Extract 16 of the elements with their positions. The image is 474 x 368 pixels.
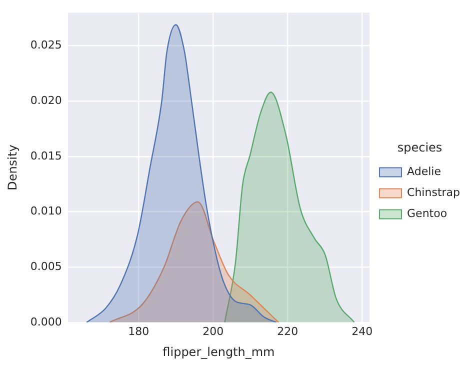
y-tick-label: 0.005 bbox=[30, 260, 62, 273]
y-axis-title: Density bbox=[5, 144, 20, 190]
legend-label: Chinstrap bbox=[407, 186, 460, 200]
x-tick-label: 240 bbox=[352, 324, 373, 338]
x-tick-label: 220 bbox=[277, 324, 298, 338]
y-tick-label: 0.015 bbox=[30, 149, 62, 162]
x-axis-title: flipper_length_mm bbox=[162, 344, 275, 359]
y-tick-label: 0.025 bbox=[30, 38, 62, 52]
x-tick-label: 180 bbox=[128, 324, 150, 338]
y-tick-label: 0.000 bbox=[30, 315, 62, 328]
y-tick-label: 0.020 bbox=[30, 94, 62, 107]
legend-title: species bbox=[397, 140, 442, 154]
y-tick-label: 0.010 bbox=[30, 204, 62, 218]
legend-label: Adelie bbox=[407, 165, 442, 178]
x-tick-label: 200 bbox=[202, 324, 224, 338]
legend-label: Gentoo bbox=[407, 207, 448, 220]
